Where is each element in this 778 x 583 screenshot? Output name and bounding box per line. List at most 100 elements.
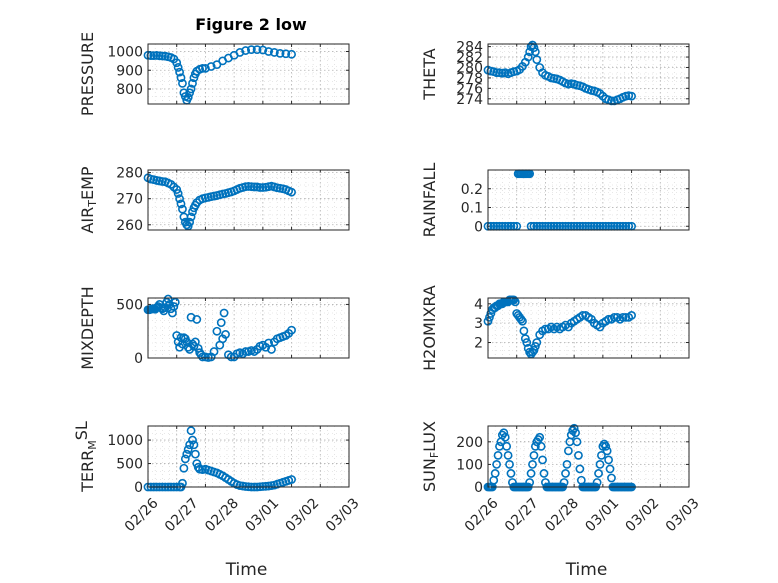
y-tick-label: 500 <box>116 297 143 313</box>
axes-box <box>487 169 690 231</box>
data-point <box>249 182 259 192</box>
data-point <box>530 341 540 351</box>
data-point <box>244 182 253 191</box>
data-point <box>592 478 602 487</box>
data-point <box>578 311 588 320</box>
data-point <box>505 460 514 469</box>
axes-box <box>487 297 690 359</box>
data-point <box>572 437 582 447</box>
x-tick-label: 02/27 <box>502 495 542 535</box>
x-tick-label: 02/28 <box>202 495 242 535</box>
y-axis-label-part: M <box>86 440 99 450</box>
data-point <box>206 62 216 71</box>
data-point <box>155 51 164 61</box>
subplot-6: 2 3 4 H2OMIXRA <box>420 285 690 371</box>
data-point <box>235 48 245 57</box>
axes-box <box>147 297 350 359</box>
data-point <box>569 423 579 433</box>
x-tick-label: 02/26 <box>462 495 502 535</box>
data-point <box>172 185 182 194</box>
y-axis-label: PRESSURE <box>78 32 97 116</box>
y-tick-label: 276 <box>456 81 483 97</box>
axes-box <box>147 425 350 488</box>
data-point <box>183 445 193 454</box>
data-point <box>189 341 199 351</box>
data-point <box>216 318 226 328</box>
x-tick-label: 03/02 <box>283 495 323 535</box>
y-tick-label: 0 <box>134 480 143 496</box>
data-point <box>525 478 535 487</box>
x-tick-label: 03/03 <box>663 495 703 535</box>
data-point <box>539 469 549 478</box>
data-point <box>509 295 519 305</box>
y-axis-label-part: H2OMIXRA <box>420 285 439 371</box>
data-point <box>536 441 546 451</box>
y-tick-label: 0 <box>474 480 483 496</box>
data-point <box>182 449 192 459</box>
subplot-3: 260 270 280 AIRTEMP <box>78 166 350 234</box>
data-point <box>287 187 296 197</box>
data-point <box>190 449 200 459</box>
data-point <box>500 432 510 442</box>
axes-box <box>487 43 690 105</box>
data-point <box>522 338 532 347</box>
data-point <box>149 51 159 61</box>
y-axis-label-part: THETA <box>420 48 439 100</box>
data-point <box>503 450 513 460</box>
x-tick-label: 02/26 <box>122 495 162 535</box>
data-point <box>618 312 628 322</box>
data-point <box>561 469 570 478</box>
y-tick-label: 280 <box>456 60 483 76</box>
y-tick-label: 284 <box>456 40 483 56</box>
y-axis-label-part: LUX <box>420 421 439 452</box>
y-tick-label: 2 <box>474 336 483 352</box>
data-point <box>186 212 196 222</box>
data-point <box>264 47 273 56</box>
data-point <box>180 454 190 464</box>
y-tick-label: 260 <box>116 218 143 234</box>
data-point <box>541 324 550 334</box>
y-tick-label: 200 <box>456 435 483 451</box>
data-point <box>575 464 585 474</box>
data-point <box>183 93 193 102</box>
y-tick-label: 0 <box>474 219 483 235</box>
data-point <box>627 311 636 320</box>
data-point <box>502 441 512 451</box>
data-point <box>176 199 186 209</box>
y-axis-label: AIRTEMP <box>78 166 99 233</box>
subplot-4: 0 0.1 0.2 RAINFALL <box>420 163 690 237</box>
y-tick-label: 270 <box>116 192 143 208</box>
y-axis-label: MIXDEPTH <box>78 286 97 369</box>
y-axis-label-part: MIXDEPTH <box>78 286 97 369</box>
y-axis-label-part: TERR <box>78 450 97 493</box>
data-point <box>490 469 500 478</box>
data-point <box>186 84 196 94</box>
data-point <box>597 450 606 460</box>
data-point <box>485 312 494 322</box>
y-tick-label: 280 <box>116 166 143 182</box>
data-point <box>529 450 539 460</box>
data-point <box>169 302 179 311</box>
data-point <box>267 345 276 354</box>
data-point <box>269 48 279 57</box>
y-axis-label-part: SUN <box>420 458 439 492</box>
y-axis-label: SUNFLUX <box>420 421 441 492</box>
data-point <box>185 217 195 227</box>
subplot-7: 0 500 1000 TERRMSL 02/26 02/27 02/28 03/01 03/02… <box>72 421 362 580</box>
data-point <box>516 314 526 324</box>
data-point <box>602 446 612 456</box>
axes-box <box>487 425 690 488</box>
data-point <box>172 58 182 68</box>
data-point <box>186 426 196 436</box>
y-tick-label: 282 <box>456 50 483 66</box>
data-point <box>252 45 262 55</box>
data-point <box>281 49 291 59</box>
data-point <box>530 47 540 57</box>
data-point <box>188 435 197 445</box>
data-point <box>605 464 615 474</box>
y-tick-label: 274 <box>456 92 483 108</box>
x-tick-label: 03/01 <box>242 495 282 535</box>
data-point <box>163 294 173 304</box>
